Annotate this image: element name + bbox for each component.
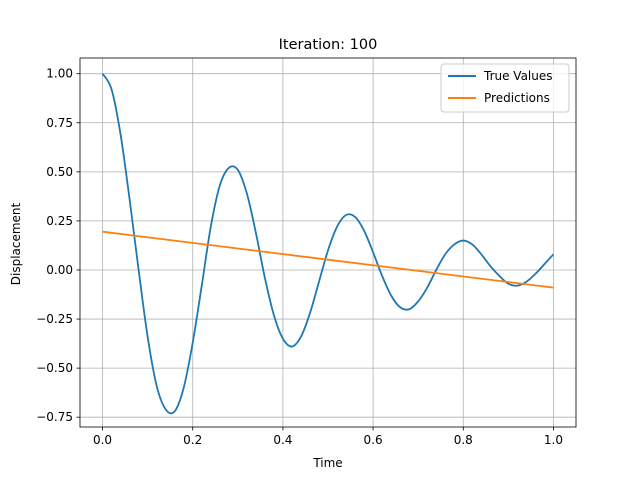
y-tick-label: 0.00 [46, 263, 73, 277]
y-tick-label: −0.25 [36, 312, 73, 326]
x-tick-label: 0.0 [93, 433, 112, 447]
series-layer [103, 74, 554, 414]
y-tick-label: 0.50 [46, 165, 73, 179]
y-tick-label: −0.75 [36, 410, 73, 424]
y-tick-label: 0.75 [46, 116, 73, 130]
chart-title: Iteration: 100 [279, 37, 378, 53]
x-tick-label: 0.2 [183, 433, 202, 447]
x-axis-label: Time [312, 456, 342, 470]
legend-label-true-values: True Values [483, 69, 553, 83]
x-tick-label: 0.4 [273, 433, 292, 447]
x-tick-label: 0.8 [454, 433, 473, 447]
y-tick-label: 1.00 [46, 67, 73, 81]
y-axis-label: Displacement [9, 202, 23, 285]
legend: True Values Predictions [441, 64, 569, 112]
x-tick-label: 1.0 [544, 433, 563, 447]
y-tick-label: 0.25 [46, 214, 73, 228]
y-tick-label: −0.50 [36, 361, 73, 375]
series-line-true-values [103, 74, 554, 414]
legend-label-predictions: Predictions [484, 91, 550, 105]
x-tick-label: 0.6 [364, 433, 383, 447]
